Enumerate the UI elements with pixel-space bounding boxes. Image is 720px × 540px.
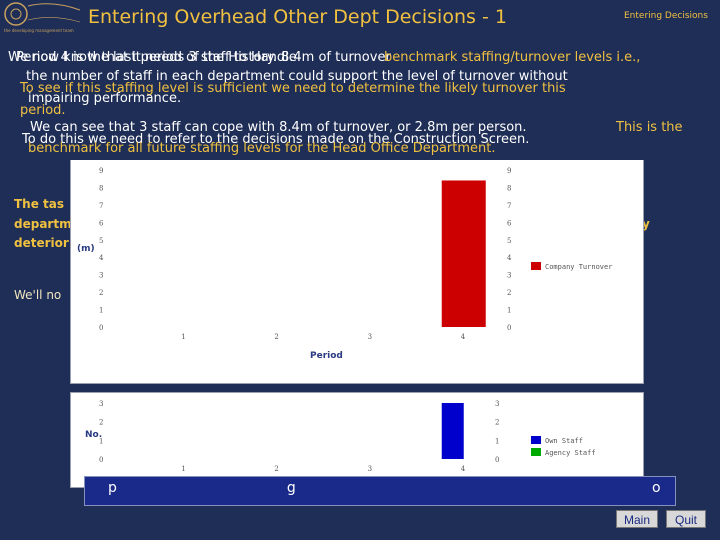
bg-text-line1: The tas	[14, 197, 65, 211]
y-tick-label: 1	[99, 437, 103, 445]
y-tick-label: 2	[99, 419, 103, 427]
x-axis-title: Period	[310, 351, 343, 361]
y-tick-label-right: 9	[507, 167, 511, 175]
y-tick-label-right: 0	[507, 324, 511, 332]
quit-button[interactable]: Quit	[666, 510, 706, 528]
legend-label: Company Turnover	[545, 263, 612, 271]
bg-text-line3: deterior	[14, 236, 69, 250]
turnover-chart-svg: 0 0 1 1 2 2 3 3 4 4 5 5 6 6 7 7 8 8 9 9 1 2 3 4 Company Turnover…	[77, 167, 612, 361]
bg-text-we: We'll no	[14, 288, 62, 302]
y-tick-label: 2	[99, 289, 103, 297]
logo-icon	[4, 2, 81, 26]
info-note: We now know that it needs 3 staff to Han…	[4, 50, 702, 160]
note-line-8: benchmark for all future staffing levels…	[28, 141, 496, 156]
y-tick-label: 8	[99, 184, 103, 192]
logo-text: the developing management team	[4, 28, 74, 33]
note-line-4: impairing performance.	[28, 91, 182, 106]
x-tick-label: 1	[181, 465, 185, 473]
main-button[interactable]: Main	[616, 510, 658, 528]
note-line-6b: This is the	[616, 120, 683, 135]
note-line-1a: Period 4 is the last period of the Histo…	[16, 50, 391, 65]
header-bar: the developing management team Entering …	[0, 0, 720, 42]
y-tick-label-right: 2	[495, 419, 499, 427]
page-title: Entering Overhead Other Dept Decisions -…	[88, 6, 507, 28]
y-tick-label-right: 1	[495, 437, 499, 445]
note-line-7: To do this we need to refer to the decis…	[22, 132, 530, 147]
y-tick-label-right: 7	[507, 202, 511, 210]
y-tick-label-right: 3	[495, 400, 499, 408]
y-tick-label: 3	[99, 400, 103, 408]
y-axis-title: (m)	[77, 244, 95, 254]
note-line-3: To see if this staffing level is suffici…	[20, 81, 566, 96]
bottom-bar-char-p: p	[108, 480, 117, 496]
bg-text-line1-right: y	[642, 217, 650, 231]
bar	[441, 403, 464, 459]
bottom-bar-text-right: o	[652, 480, 661, 496]
legend-swatch	[531, 448, 541, 456]
note-line-overlap: We now know that it needs 3 staff to Han…	[8, 50, 297, 65]
bar	[441, 180, 486, 327]
x-tick-label: 3	[368, 333, 372, 341]
x-tick-label: 2	[274, 333, 278, 341]
y-tick-label: 0	[99, 456, 103, 464]
note-line-6a: We can see that 3 staff can cope with 8.…	[30, 120, 527, 135]
y-tick-label-right: 1	[507, 307, 511, 315]
y-tick-label: 6	[99, 219, 104, 227]
bg-text-line2: departm	[14, 217, 72, 231]
legend-label: Own Staff	[545, 437, 583, 445]
section-label: Entering Decisions	[624, 11, 708, 21]
y-tick-label: 3	[99, 272, 103, 280]
y-tick-label: 9	[99, 167, 103, 175]
y-tick-label: 4	[99, 254, 104, 262]
y-tick-label-right: 5	[507, 237, 511, 245]
x-tick-label: 1	[181, 333, 185, 341]
y-tick-label-right: 4	[507, 254, 512, 262]
y-axis-title: No.	[85, 430, 102, 440]
bottom-bar	[84, 476, 676, 506]
y-tick-label-right: 3	[507, 272, 511, 280]
turnover-chart: 0 0 1 1 2 2 3 3 4 4 5 5 6 6 7 7 8 8 9 9 1 2 3 4 Company Turnover…	[70, 156, 644, 384]
legend-swatch	[531, 262, 541, 270]
note-line-5: period.	[20, 103, 66, 118]
bottom-bar-char-g: g	[286, 480, 296, 496]
y-tick-label: 1	[99, 307, 103, 315]
y-tick-label-right: 6	[507, 219, 512, 227]
y-tick-label-right: 2	[507, 289, 511, 297]
note-line-2: the number of staff in each department c…	[26, 69, 568, 84]
y-tick-label: 5	[99, 237, 103, 245]
legend-swatch	[531, 436, 541, 444]
y-tick-label-right: 0	[495, 456, 499, 464]
x-tick-label: 4	[461, 333, 466, 341]
x-tick-label: 3	[368, 465, 372, 473]
note-line-1b: benchmark staffing/turnover levels i.e.,	[384, 50, 641, 65]
x-tick-label: 2	[274, 465, 278, 473]
x-tick-label: 4	[461, 465, 466, 473]
y-tick-label: 7	[99, 202, 103, 210]
legend-label: Agency Staff	[545, 449, 596, 457]
y-tick-label-right: 8	[507, 184, 511, 192]
y-tick-label: 0	[99, 324, 103, 332]
